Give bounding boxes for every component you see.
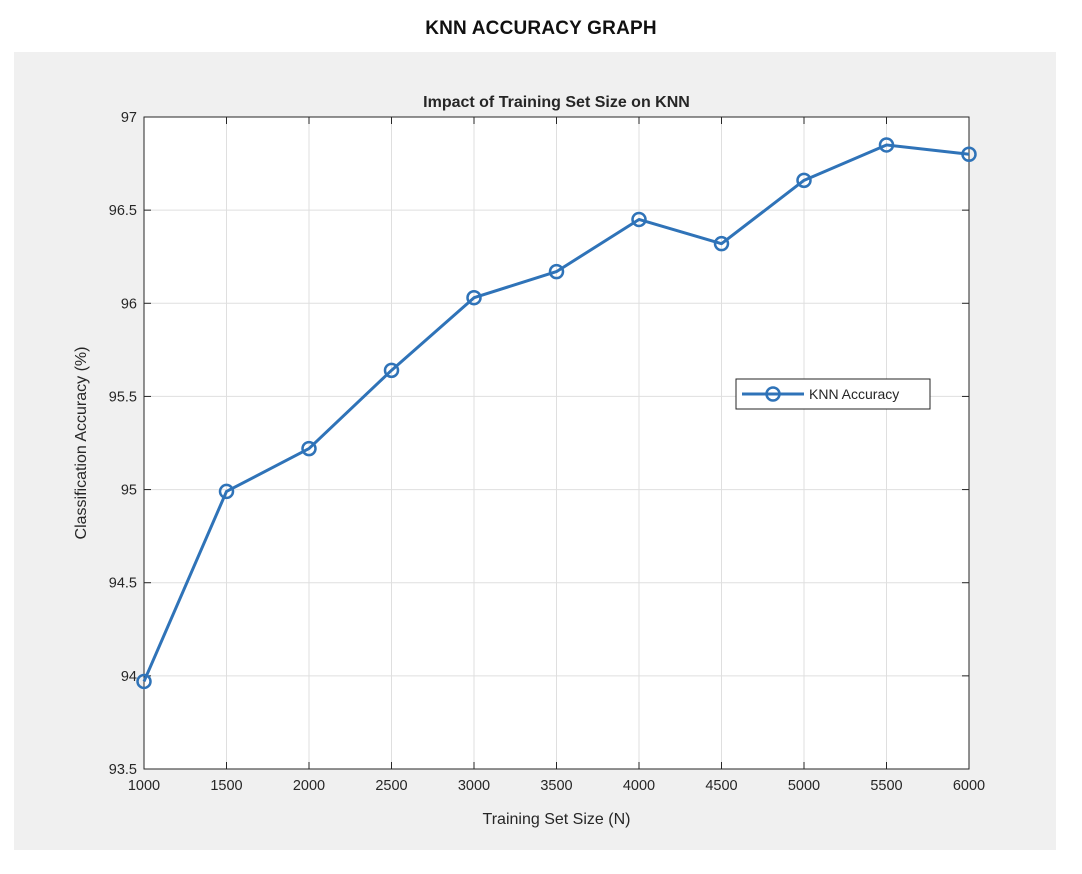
series-layer (136, 137, 977, 690)
data-point (548, 263, 565, 280)
page-title: KNN ACCURACY GRAPH (425, 18, 657, 39)
legend-label: KNN Accuracy (809, 386, 899, 402)
ticks: 1000 1500 2000 2500 3000 3500 4000 4500 5000 5500… (109, 110, 985, 794)
x-tick-label: 4500 (705, 778, 737, 794)
x-tick-label: 3500 (540, 778, 572, 794)
y-tick-label: 96.5 (109, 203, 137, 219)
legend-marker-icon (765, 386, 781, 402)
legend: KNN Accuracy (735, 378, 931, 410)
x-tick-label: 6000 (953, 778, 985, 794)
data-point (796, 172, 812, 189)
x-tick-label: 2500 (375, 778, 407, 794)
x-tick-label: 4000 (623, 778, 655, 794)
data-point (878, 137, 895, 153)
y-tick-label: 94.5 (109, 576, 137, 592)
x-tick-label: 5000 (788, 778, 820, 794)
y-tick-label: 97 (121, 110, 137, 126)
y-axis-label: Classification Accuracy (%) (73, 347, 90, 540)
series-line (142, 143, 970, 683)
data-point (301, 440, 317, 457)
x-tick-label: 3000 (458, 778, 490, 794)
y-tick-label: 93.5 (109, 762, 137, 778)
x-tick-label: 5500 (870, 778, 902, 794)
figure-panel: 1000 1500 2000 2500 3000 3500 4000 4500 5000 5500… (14, 52, 1056, 850)
y-tick-label: 95 (121, 483, 137, 499)
x-axis-label: Training Set Size (N) (483, 811, 631, 828)
y-tick-label: 96 (121, 296, 137, 312)
y-tick-label: 94 (121, 669, 137, 685)
data-point (961, 146, 977, 163)
data-point (631, 211, 647, 228)
x-tick-label: 2000 (293, 778, 325, 794)
x-tick-label: 1500 (210, 778, 242, 794)
y-tick-label: 95.5 (109, 389, 137, 405)
data-point (218, 483, 235, 500)
data-point (136, 673, 152, 690)
chart-title: Impact of Training Set Size on KNN (423, 94, 690, 111)
x-tick-label: 1000 (128, 778, 160, 794)
data-point (383, 362, 400, 379)
data-point (466, 289, 482, 306)
chart: 1000 1500 2000 2500 3000 3500 4000 4500 5000 5500… (73, 94, 985, 828)
data-point (713, 235, 730, 252)
